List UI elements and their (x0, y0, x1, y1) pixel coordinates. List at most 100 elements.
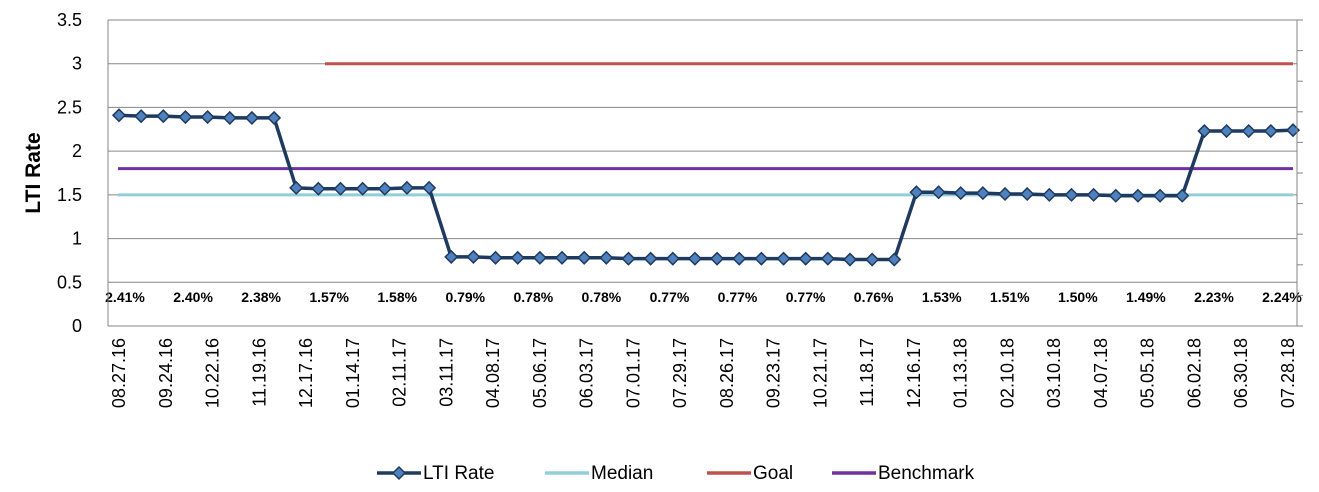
x-tick-label: 10.22.16 (203, 338, 223, 408)
lti-rate-point (842, 252, 858, 267)
data-label: 1.53% (922, 289, 962, 305)
lti-rate-point (156, 109, 171, 124)
lti-rate-point (266, 110, 282, 125)
y-tick-label: 3 (72, 54, 82, 74)
legend-label: LTI Rate (423, 463, 494, 484)
lti-rate-point (134, 109, 149, 124)
data-label: 2.38% (241, 289, 281, 305)
legend-item-median: Median (545, 463, 653, 484)
lti-rate-point (687, 251, 702, 266)
lti-rate-point (1086, 187, 1101, 202)
lti-rate-point (909, 185, 924, 200)
y-tick-label: 0 (72, 316, 82, 336)
data-label: 1.58% (377, 289, 417, 305)
x-tick-label: 02.11.17 (390, 338, 410, 407)
y-tick-label: 2 (72, 141, 82, 161)
lti-rate-point (1153, 188, 1168, 203)
lti-rate-point (710, 251, 725, 266)
lti-rate-point (466, 249, 481, 264)
lti-rate-point (200, 109, 215, 125)
data-label: 0.76% (854, 289, 894, 305)
lti-rate-point (1130, 188, 1146, 203)
lti-rate-point (377, 181, 392, 196)
legend-label: Goal (753, 463, 793, 484)
x-tick-label: 07.01.17 (623, 338, 643, 408)
lti-rate-point (532, 250, 547, 265)
x-tick-label: 01.14.17 (343, 338, 363, 408)
y-tick-label: 2.5 (57, 97, 82, 117)
data-label: 0.77% (786, 289, 826, 305)
legend-item-goal: Goal (707, 463, 793, 484)
y-tick-label: 0.5 (57, 272, 82, 292)
lti-rate-point (488, 250, 503, 265)
lti-rate-point (643, 251, 658, 266)
lti-rate-point (975, 186, 990, 201)
lti-rate-point (931, 185, 946, 200)
x-tick-label: 12.16.17 (904, 338, 924, 408)
lti-rate-point (333, 181, 348, 196)
x-tick-label: 01.13.18 (951, 338, 971, 408)
x-tick-label: 11.19.16 (249, 338, 269, 407)
lti-rate-series (111, 108, 1301, 267)
lti-rate-point (289, 180, 304, 195)
lti-rate-point (510, 250, 525, 265)
lti-rate-point (953, 186, 968, 201)
x-tick-labels: 08.27.16 09.24.16 10.22.16 11.19.16 12.17.16… (109, 338, 1298, 408)
lti-rate-point (599, 250, 614, 265)
legend-item-benchmark: Benchmark (832, 463, 975, 484)
lti-rate-point (1197, 123, 1212, 139)
x-tick-label: 12.17.16 (296, 338, 316, 408)
y-axis-title: LTI Rate (22, 132, 45, 213)
legend-label: Median (591, 463, 653, 484)
x-tick-label: 07.29.17 (670, 338, 690, 408)
x-tick-label: 08.27.16 (109, 338, 129, 408)
x-tick-label: 03.11.17 (436, 338, 456, 407)
y-tick-label: 1.5 (57, 185, 82, 205)
data-label: 1.49% (1126, 289, 1166, 305)
x-tick-label: 03.10.18 (1044, 338, 1064, 408)
x-tick-label: 09.23.17 (764, 338, 784, 408)
legend-marker (391, 465, 407, 481)
x-tick-label: 10.21.17 (810, 338, 830, 408)
lti-rate-point (577, 250, 592, 265)
lti-rate-point (178, 109, 193, 125)
x-tick-label: 06.02.18 (1184, 338, 1204, 408)
lti-rate-point (1219, 123, 1234, 139)
data-label: 0.77% (718, 289, 758, 305)
lti-rate-point (422, 180, 437, 195)
data-label: 1.50% (1058, 289, 1098, 305)
lti-rate-point (244, 110, 259, 125)
data-label: 1.51% (990, 289, 1030, 305)
data-label: 2.24% (1262, 289, 1302, 305)
lti-rate-point (554, 250, 570, 265)
lti-rate-point (111, 108, 127, 123)
lti-rate-point (311, 181, 326, 196)
data-label: 2.40% (173, 289, 213, 305)
lti-rate-point (1175, 188, 1190, 203)
data-labels: 2.41% 2.40% 2.38% 1.57% 1.58% 0.79% 0.78% 0.78%… (105, 289, 1302, 305)
data-label: 2.23% (1194, 289, 1234, 305)
legend: LTI Rate Median Goal Benchmark (377, 463, 975, 484)
lti-rate-point (355, 181, 370, 196)
reference-lines (118, 62, 1293, 197)
lti-rate-point (732, 251, 747, 266)
x-tick-label: 09.24.16 (156, 338, 176, 408)
lti-rate-point (1263, 123, 1278, 139)
lti-rate-point (222, 110, 237, 125)
data-label: 0.78% (514, 289, 554, 305)
data-label: 0.79% (445, 289, 485, 305)
x-tick-label: 11.18.17 (857, 338, 877, 407)
data-label: 0.77% (650, 289, 690, 305)
y-tick-label: 1 (72, 229, 82, 249)
x-tick-label: 06.03.17 (577, 338, 597, 408)
y-tick-label: 3.5 (57, 10, 82, 30)
lti-rate-point (820, 251, 835, 266)
axes (107, 20, 1298, 327)
lti-rate-point (1241, 123, 1256, 139)
lti-rate-point (1042, 187, 1057, 202)
lti-rate-point (621, 251, 636, 266)
lti-rate-point (887, 252, 902, 267)
lti-rate-point (776, 251, 791, 266)
lti-rate-point (665, 251, 680, 266)
